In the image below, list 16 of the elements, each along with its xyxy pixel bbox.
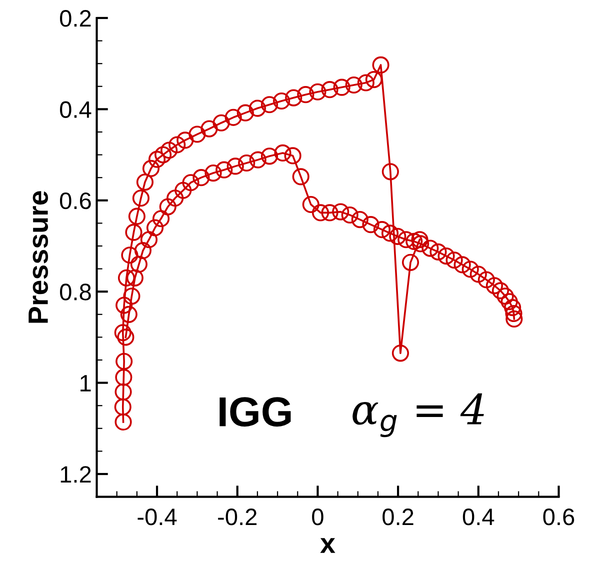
x-tick-label: -0.4	[138, 508, 177, 526]
y-tick-label: 0.8	[60, 284, 91, 300]
y-tick-label: 1	[80, 375, 91, 392]
y-tick-label: 0.6	[60, 192, 91, 210]
y-tick-label: 0.2	[60, 10, 91, 27]
annotation: IGG	[220, 397, 291, 427]
x-axis-title: x	[320, 538, 336, 553]
x-tick-label: 0.2	[382, 508, 414, 526]
y-axis-title: Presssure	[28, 191, 48, 323]
x-tick-label: 0.4	[462, 508, 494, 526]
y-tick-label: 0.4	[60, 101, 92, 118]
x-tick-label: 0	[312, 508, 324, 526]
x-tick-label: 0.6	[543, 508, 574, 526]
x-tick-label: -0.2	[218, 508, 257, 526]
y-tick-label: 1.2	[60, 466, 91, 483]
annotation: α$_{g}$ = 4	[352, 393, 484, 438]
